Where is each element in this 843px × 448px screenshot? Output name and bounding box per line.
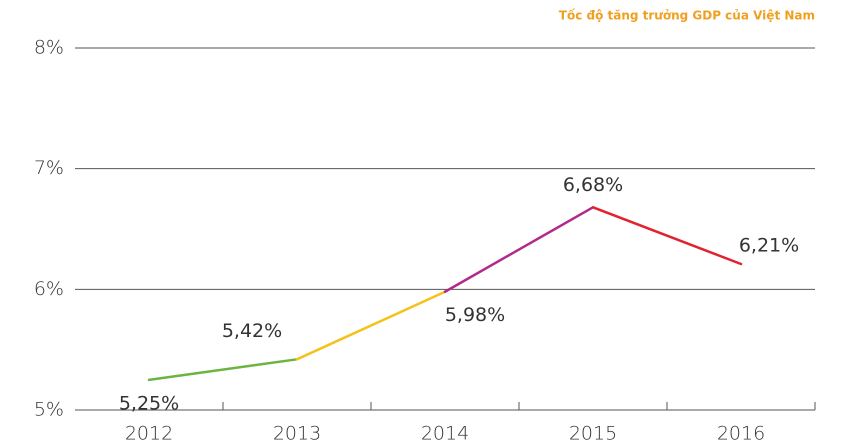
y-tick-label: 7% [34, 157, 64, 179]
line-segment [147, 358, 299, 382]
y-tick-label: 6% [34, 278, 64, 300]
line-segment [443, 206, 595, 293]
y-tick-label: 8% [34, 37, 64, 59]
x-tick-label: 2013 [273, 423, 321, 445]
x-tick-label: 2012 [125, 423, 173, 445]
x-tick-label: 2014 [421, 423, 469, 445]
chart-title: Tốc độ tăng trưởng GDP của Việt Nam [559, 9, 815, 23]
data-label: 6,68% [563, 174, 623, 196]
data-label: 5,42% [222, 320, 282, 342]
line-segment [591, 206, 743, 266]
x-tick-label: 2015 [569, 423, 617, 445]
y-tick-label: 5% [34, 399, 64, 421]
x-tick-label: 2016 [717, 423, 765, 445]
data-label: 5,98% [445, 304, 505, 326]
data-label: 6,21% [739, 234, 799, 256]
line-segment [295, 290, 447, 361]
data-label: 5,25% [119, 392, 179, 414]
